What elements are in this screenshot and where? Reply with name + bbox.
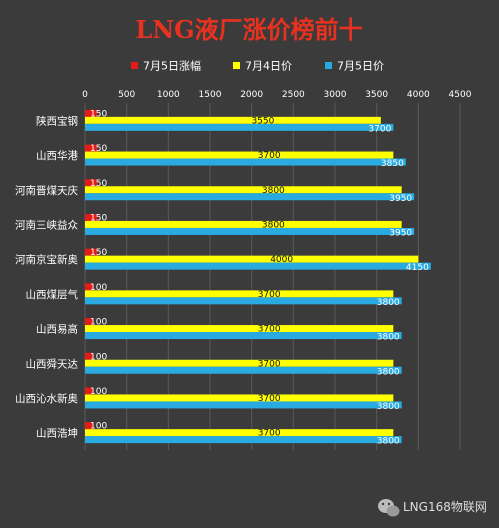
data-label-jul4: 3800 [262,186,285,196]
bar-s1-0 [85,116,381,124]
bar-s2-0 [85,123,394,131]
data-label-jul4: 3700 [258,325,281,335]
data-label-rise: 150 [90,179,107,189]
category-label: 山西舜天达 [26,357,79,370]
legend-swatch-2 [325,62,332,69]
watermark-text: LNG168物联网 [403,500,487,514]
category-label: 河南京宝新奥 [15,253,78,266]
x-tick-label: 3000 [324,90,347,100]
bar-s0-3 [85,213,98,221]
bars: 150 3550 3700 150 3700 3850 150 3800 3950 150 3800… [85,109,431,447]
data-label-jul5: 3850 [381,159,404,169]
x-tick-label: 2500 [282,90,305,100]
category-label: 山西易高 [36,323,78,336]
x-tick-label: 4000 [407,90,430,100]
x-tick-label: 0 [82,90,88,100]
bar-s1-7 [85,359,394,367]
category-label: 山西煤层气 [26,288,79,301]
bar-s0-8 [85,387,94,395]
category-label: 山西浩坤 [36,427,78,440]
data-label-jul4: 3700 [258,394,281,404]
bar-s1-1 [85,151,394,159]
bar-s2-5 [85,297,402,305]
watermark: LNG168物联网 [378,499,487,517]
bar-s2-9 [85,436,402,444]
category-label: 陕西宝钢 [36,114,78,127]
data-label-jul4: 3550 [251,116,274,126]
bar-s1-6 [85,325,394,333]
bar-s2-1 [85,158,406,166]
data-label-rise: 150 [90,213,107,223]
data-label-rise: 100 [90,352,107,362]
data-label-rise: 100 [90,422,107,432]
bar-s0-4 [85,248,98,256]
bar-s0-2 [85,179,98,187]
x-tick-label: 4500 [449,90,472,100]
x-tick-label: 1000 [157,90,180,100]
data-label-jul5: 3800 [377,333,400,343]
bar-s1-8 [85,394,394,402]
category-label: 山西华港 [36,149,78,162]
x-tick-label: 500 [118,90,135,100]
bar-s1-2 [85,186,402,194]
bar-s0-5 [85,283,94,291]
data-label-rise: 100 [90,318,107,328]
category-label: 河南晋煤天庆 [15,184,78,197]
x-tick-label: 3500 [365,90,388,100]
data-label-jul5: 3800 [377,402,400,412]
data-label-rise: 100 [90,387,107,397]
legend-swatch-1 [233,62,240,69]
data-label-jul4: 3700 [258,429,281,439]
data-label-rise: 100 [90,283,107,293]
bar-s0-1 [85,144,98,152]
bar-s0-0 [85,109,98,117]
bar-s1-9 [85,429,394,437]
bar-s2-7 [85,366,402,374]
data-label-jul5: 3700 [368,124,391,134]
category-label: 河南三峡益众 [15,218,78,231]
bar-s1-5 [85,290,394,298]
data-label-jul5: 3950 [389,228,412,238]
bar-s1-3 [85,220,402,228]
wechat-icon [378,499,400,517]
data-label-jul4: 3700 [258,151,281,161]
legend-label-2: 7月5日价 [337,60,384,73]
x-tick-label: 2000 [240,90,263,100]
data-label-jul5: 3950 [389,194,412,204]
legend-label-0: 7月5日涨幅 [143,60,201,73]
legend-swatch-0 [131,62,138,69]
data-label-jul4: 3700 [258,290,281,300]
bar-s0-7 [85,352,94,360]
bar-s2-4 [85,262,431,270]
category-label: 山西沁水新奥 [15,392,78,405]
bar-s2-6 [85,332,402,340]
chart-title: LNG液厂涨价榜前十 [135,15,362,44]
x-axis-ticks: 0 500 1000 1500 2000 2500 3000 3500 4000 4500 [82,90,472,100]
data-label-rise: 150 [90,248,107,258]
data-label-jul4: 3800 [262,220,285,230]
data-label-jul5: 3800 [377,437,400,447]
data-label-jul5: 3800 [377,367,400,377]
legend: 7月5日涨幅 7月4日价 7月5日价 [131,60,384,73]
legend-label-1: 7月4日价 [245,60,292,73]
bar-s2-2 [85,193,415,201]
bar-s1-4 [85,255,419,263]
data-label-jul5: 4150 [406,263,429,273]
data-label-jul4: 3700 [258,359,281,369]
data-label-rise: 150 [90,109,107,119]
data-label-jul5: 3800 [377,298,400,308]
bar-s2-8 [85,401,402,409]
bar-s2-3 [85,227,415,235]
bar-s0-6 [85,318,94,326]
category-labels: 陕西宝钢山西华港河南晋煤天庆河南三峡益众河南京宝新奥山西煤层气山西易高山西舜天达… [15,114,78,439]
x-tick-label: 1500 [199,90,222,100]
data-label-jul4: 4000 [270,255,293,265]
data-label-rise: 150 [90,144,107,154]
bar-s0-9 [85,422,94,430]
